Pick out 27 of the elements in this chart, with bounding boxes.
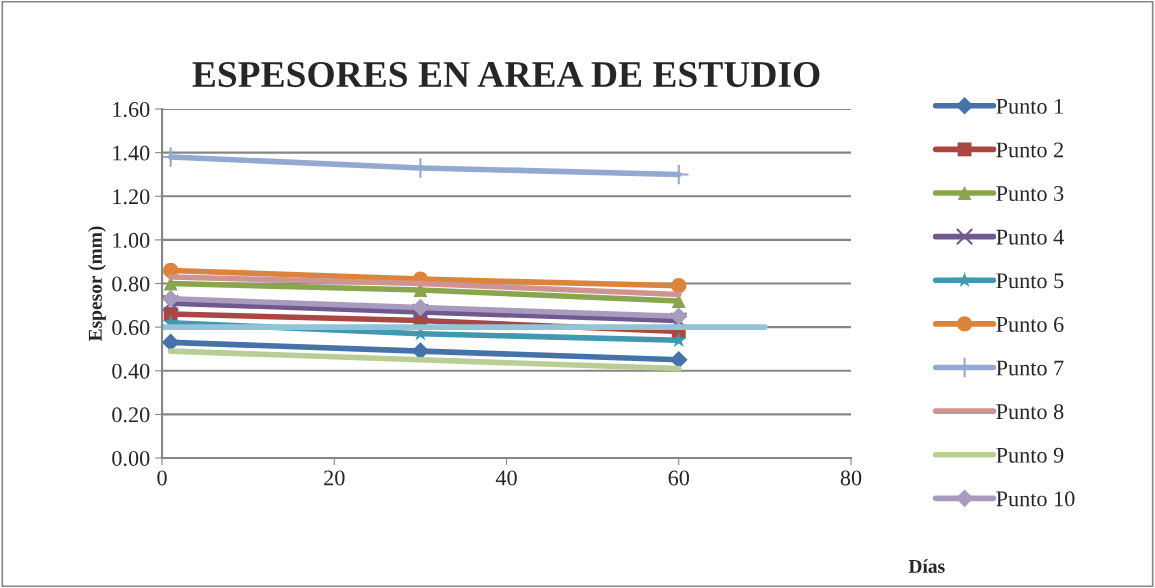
legend-label: Punto 3 bbox=[996, 186, 1064, 202]
y-tick-label: 0.60 bbox=[112, 320, 150, 336]
legend-label: Punto 4 bbox=[996, 229, 1064, 245]
y-tick-label: 0.20 bbox=[112, 407, 150, 423]
legend-label: Punto 6 bbox=[996, 316, 1064, 332]
x-tick-label: 0 bbox=[157, 470, 167, 486]
x-tick-label: 80 bbox=[840, 470, 862, 486]
legend-label: Punto 2 bbox=[996, 142, 1063, 158]
y-tick-label: 1.00 bbox=[113, 232, 150, 248]
legend-label: Punto 10 bbox=[996, 491, 1075, 507]
legend-label: Punto 5 bbox=[996, 273, 1064, 289]
x-tick-label: 40 bbox=[495, 470, 517, 486]
legend-label: Punto 8 bbox=[996, 404, 1064, 420]
y-tick-label: 1.40 bbox=[113, 145, 150, 161]
y-tick-label: 0.00 bbox=[112, 450, 150, 467]
legend-label: Punto 1 bbox=[996, 98, 1063, 114]
x-tick-label: 20 bbox=[324, 470, 345, 486]
y-axis-title: Espesor (mm) bbox=[88, 226, 106, 342]
legend-label: Punto 9 bbox=[996, 447, 1064, 463]
chart-title: ESPESORES EN AREA DE ESTUDIO bbox=[192, 61, 820, 88]
y-tick-label: 0.80 bbox=[112, 276, 150, 292]
y-tick-label: 0.40 bbox=[112, 363, 150, 379]
y-tick-label: 1.60 bbox=[113, 101, 150, 118]
legend-label: Punto 7 bbox=[996, 360, 1064, 376]
x-axis-title: Días bbox=[908, 559, 945, 573]
x-tick-label: 60 bbox=[668, 470, 690, 486]
y-tick-label: 1.20 bbox=[113, 189, 150, 205]
